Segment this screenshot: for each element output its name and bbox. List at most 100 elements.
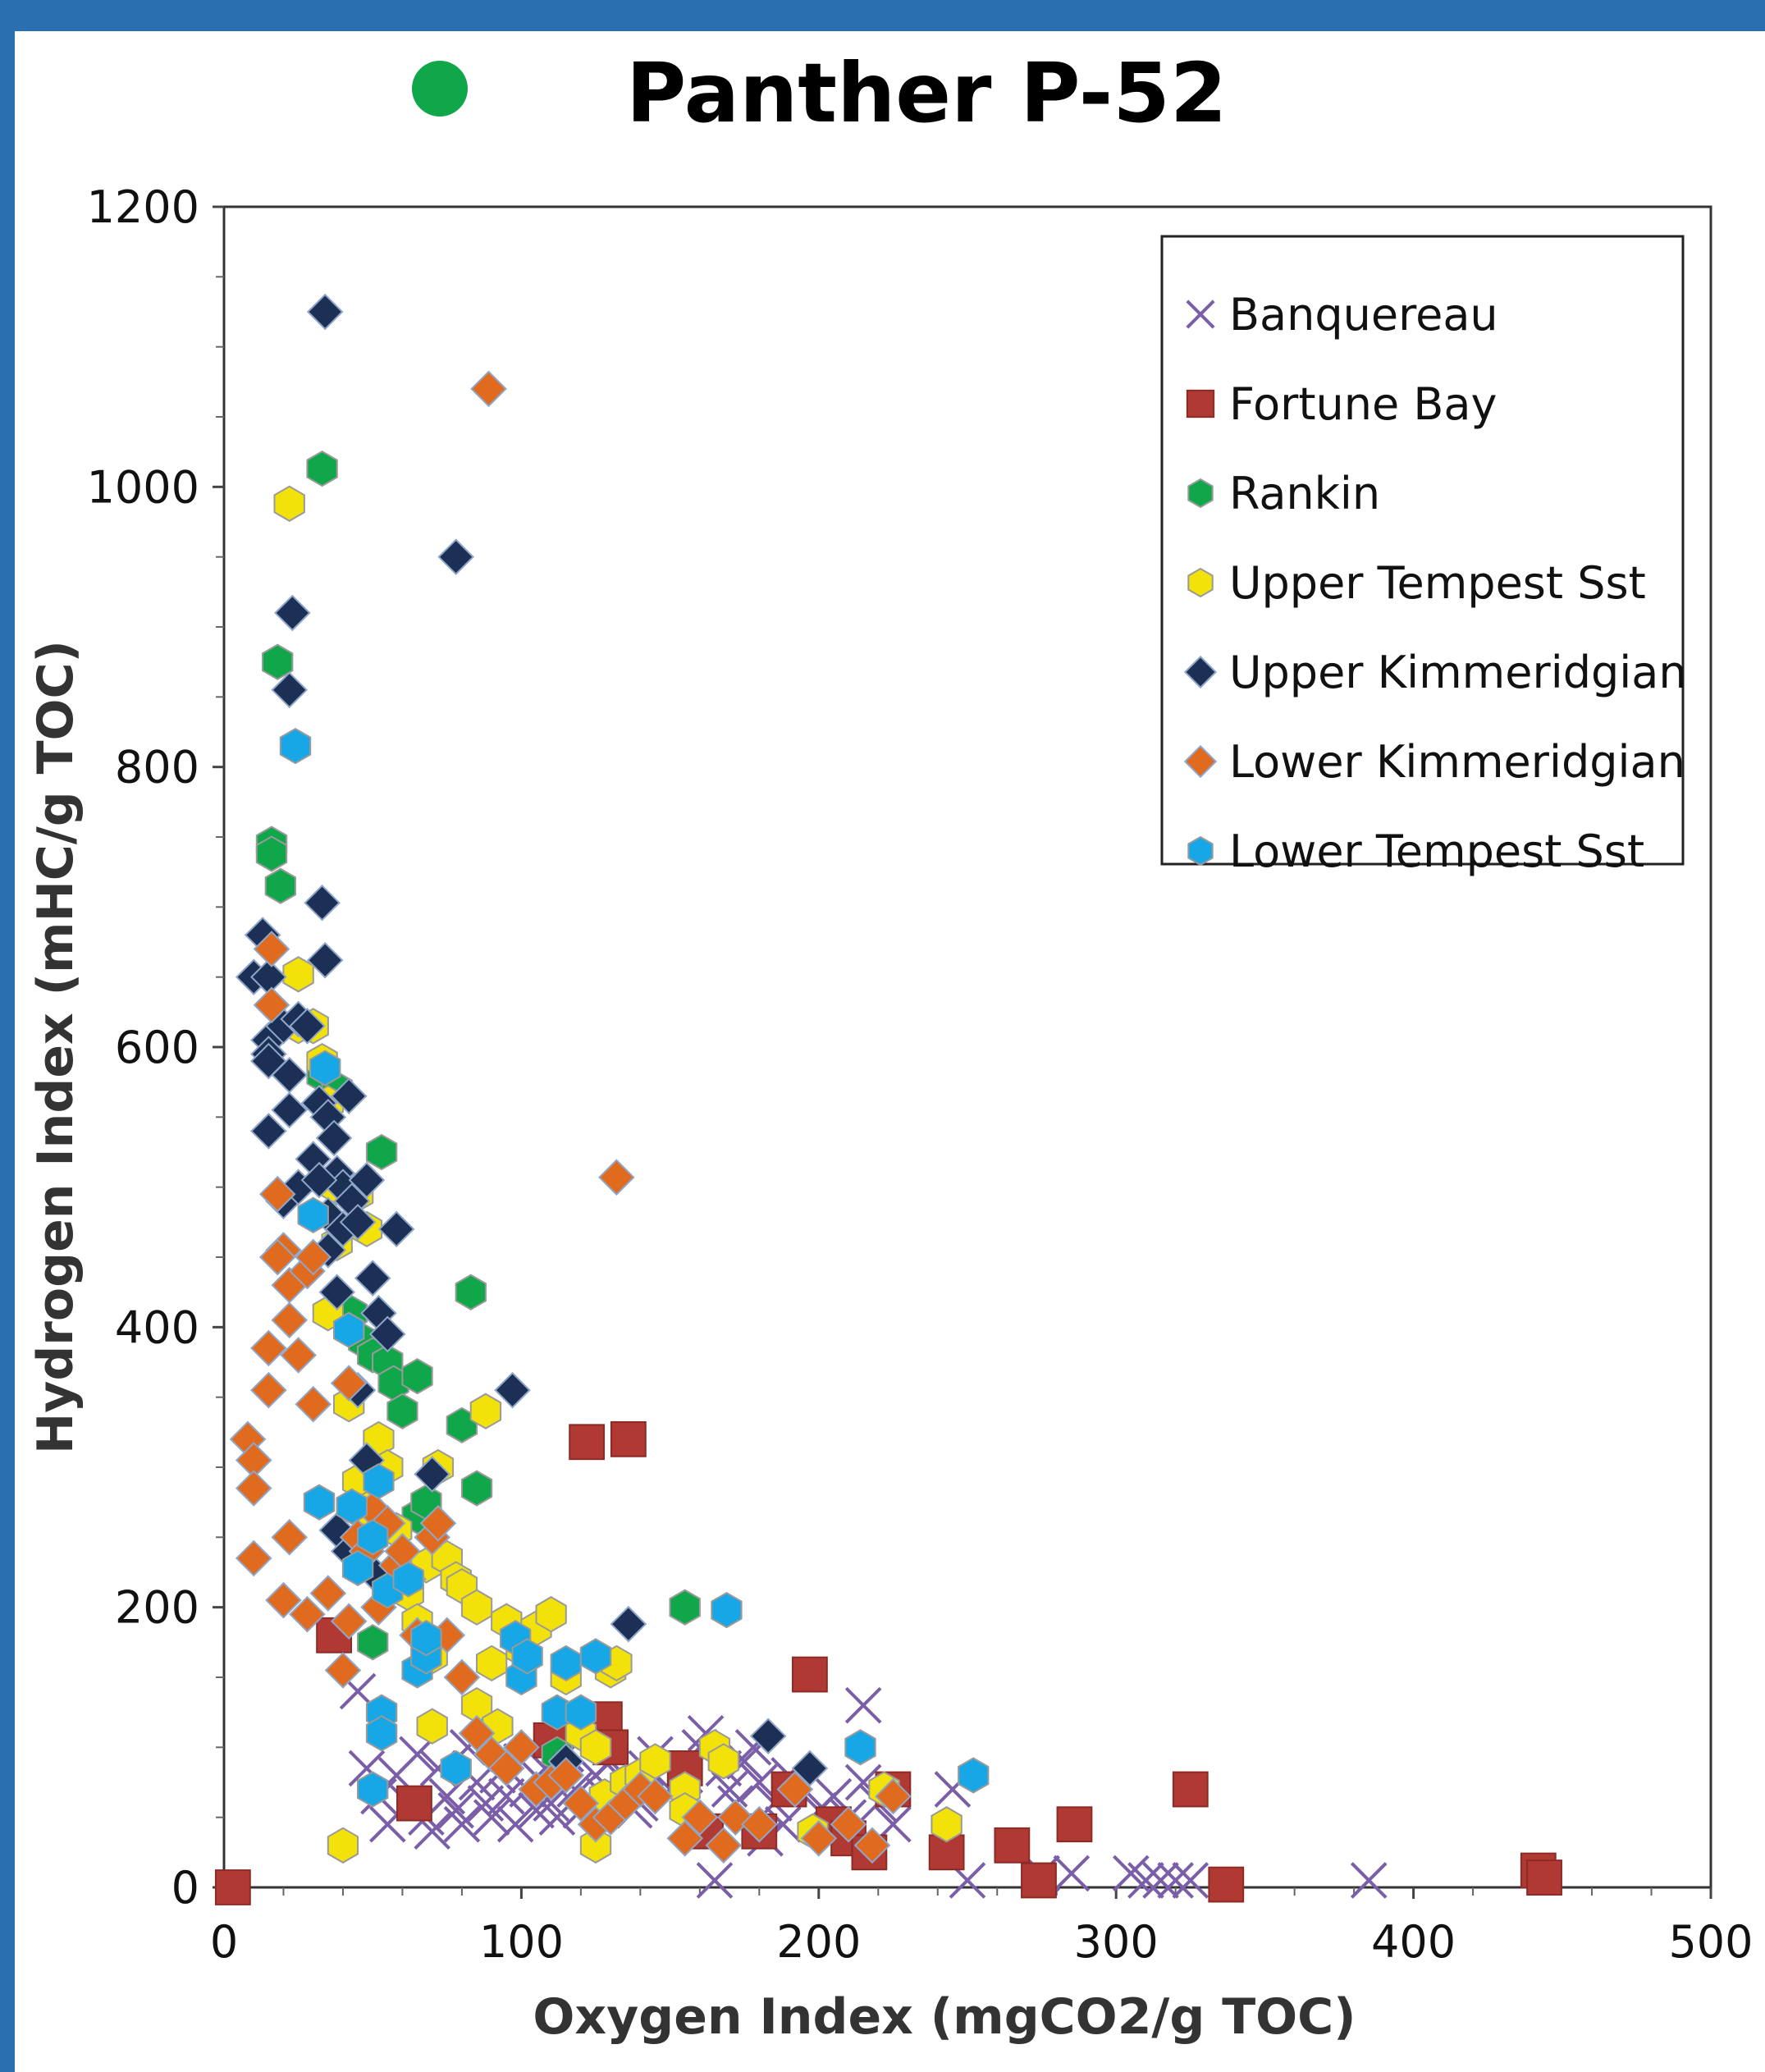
data-point <box>666 1819 704 1857</box>
data-point <box>443 1805 481 1843</box>
data-point <box>357 1624 389 1661</box>
data-point <box>306 293 344 331</box>
data-point <box>1021 1862 1057 1899</box>
data-point <box>271 671 309 709</box>
data-point <box>1172 1771 1209 1808</box>
data-point <box>469 1393 502 1429</box>
data-point <box>562 1785 600 1822</box>
series-rankin <box>255 450 701 1773</box>
scatter-chart: Panther P-52 0 200 400 600 800 1000 1200 0 100 2… <box>27 45 1754 2046</box>
data-point <box>440 1750 472 1787</box>
data-point <box>467 1785 505 1822</box>
data-point <box>341 1549 374 1587</box>
data-point <box>494 1371 531 1409</box>
data-point <box>791 1750 829 1787</box>
data-point <box>265 1581 302 1619</box>
y-tick-label: 200 <box>115 1582 199 1634</box>
data-point <box>289 1008 326 1045</box>
data-point <box>830 1805 867 1843</box>
data-point <box>470 370 507 408</box>
data-point <box>309 1575 347 1612</box>
data-point <box>931 1806 963 1843</box>
data-point <box>399 1736 436 1773</box>
data-point <box>598 1159 635 1196</box>
data-point <box>330 1365 368 1402</box>
legend-item: Fortune Bay <box>1186 378 1497 430</box>
legend-marker <box>1186 389 1215 419</box>
data-point <box>289 1595 326 1633</box>
legend-marker <box>1183 744 1218 779</box>
data-point <box>295 1238 332 1276</box>
legend-label: Banquereau <box>1229 289 1498 341</box>
data-point <box>994 1827 1031 1864</box>
data-point <box>365 1715 398 1752</box>
data-point <box>327 1827 359 1864</box>
data-point <box>255 835 288 872</box>
data-point <box>696 1862 734 1899</box>
data-point <box>250 1329 287 1367</box>
data-point <box>639 1743 671 1780</box>
data-point <box>386 1393 418 1429</box>
data-point <box>306 450 338 487</box>
data-point <box>707 1743 739 1780</box>
legend-item: Banquereau <box>1186 289 1498 341</box>
legend-label: Fortune Bay <box>1229 378 1497 430</box>
data-point <box>304 884 341 922</box>
legend-marker <box>1187 478 1214 509</box>
data-point <box>309 1050 341 1086</box>
data-point <box>844 1686 882 1724</box>
data-point <box>669 1589 701 1626</box>
data-point <box>306 941 344 979</box>
data-point <box>535 1596 567 1633</box>
y-tick-label: 1200 <box>87 181 199 233</box>
data-point <box>303 1484 336 1521</box>
y-tick-label: 0 <box>171 1862 199 1914</box>
data-point <box>1056 1806 1093 1843</box>
data-point <box>410 1620 442 1657</box>
data-point <box>274 594 311 632</box>
data-point <box>273 485 305 522</box>
x-tick-label: 0 <box>210 1916 238 1968</box>
data-point <box>487 1777 525 1815</box>
data-point <box>396 1785 432 1822</box>
data-point <box>681 1799 719 1836</box>
data-point <box>550 1644 582 1682</box>
data-point <box>258 1238 296 1276</box>
data-point <box>711 1771 748 1808</box>
data-point <box>565 1694 597 1731</box>
data-point <box>271 1301 309 1339</box>
data-point <box>496 1805 534 1843</box>
x-axis: 0 100 200 300 400 500 <box>210 1887 1754 1968</box>
data-point <box>330 1077 368 1115</box>
data-point <box>250 1113 287 1150</box>
y-axis: 0 200 400 600 800 1000 1200 <box>87 181 224 1914</box>
data-point <box>354 1260 391 1297</box>
data-point <box>315 1119 353 1157</box>
y-tick-label: 800 <box>115 742 199 794</box>
data-point <box>875 1777 912 1815</box>
data-point <box>264 867 296 904</box>
data-point <box>214 1869 251 1905</box>
data-point <box>776 1771 814 1808</box>
data-point <box>711 1591 743 1629</box>
legend-label: Lower Tempest Sst <box>1229 826 1644 877</box>
data-point <box>1053 1855 1091 1892</box>
y-tick-label: 600 <box>115 1022 199 1073</box>
legend-marker <box>1187 835 1214 867</box>
data-point <box>258 1175 296 1213</box>
data-point <box>1208 1866 1245 1903</box>
data-point <box>416 1708 448 1745</box>
data-point <box>318 1274 356 1310</box>
data-point <box>1142 1862 1179 1899</box>
data-point <box>377 1210 415 1248</box>
data-point <box>357 1519 389 1556</box>
data-point <box>579 1638 612 1675</box>
data-point <box>262 643 294 680</box>
series-lower-tempest-sst <box>279 727 990 1808</box>
data-point <box>363 1462 395 1500</box>
legend-label: Upper Tempest Sst <box>1229 557 1646 609</box>
data-point <box>253 986 290 1024</box>
data-point <box>1526 1859 1562 1896</box>
data-point <box>297 1196 329 1233</box>
data-point <box>749 1718 787 1754</box>
